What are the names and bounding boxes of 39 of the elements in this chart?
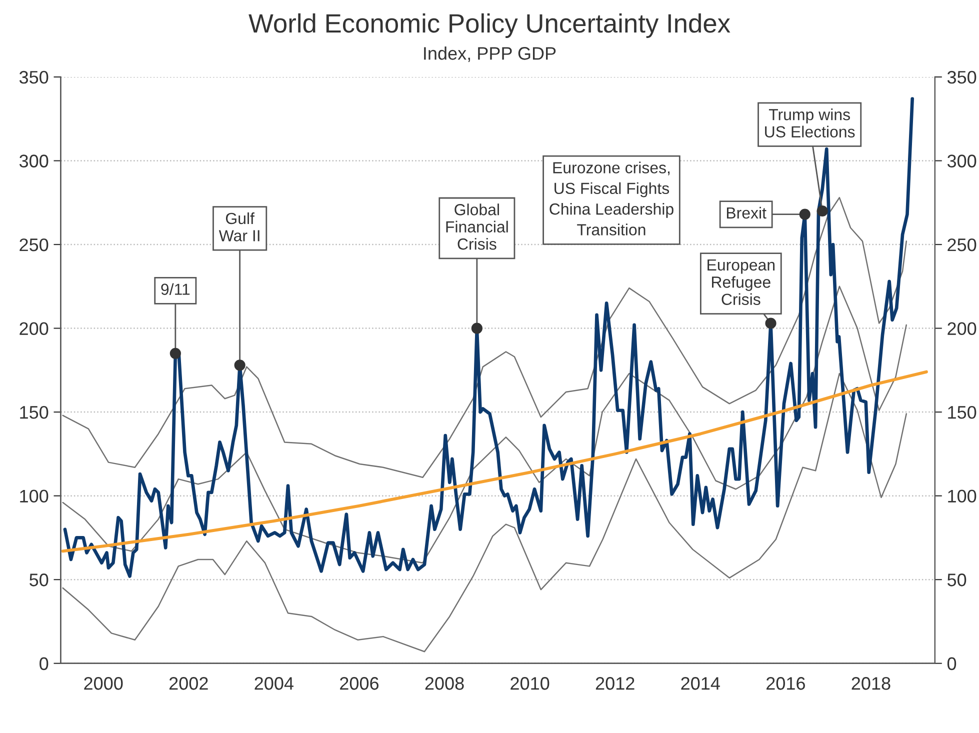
y2-tick-label: 150 [948,406,976,419]
annotation: Eurozone crises, US Fiscal Fights China Leadership Transition [550,162,674,236]
x-tick-label: 2018 [852,677,890,690]
y2-tick-label: 350 [947,70,976,84]
y-tick-label: 100 [20,490,48,503]
annotation: Global Financial Crisis [446,204,508,250]
annotation: Gulf War II [218,212,260,242]
annotation: European Refugee Crisis [708,259,775,306]
chart-subtitle: Index, PPP GDP [424,46,556,62]
x-tick-label: 2010 [510,677,550,690]
y-tick-label: 0 [40,657,48,670]
annotation: 9/11 [161,283,190,295]
y2-tick-label: 50 [947,574,966,586]
y-tick-label: 50 [30,574,48,586]
x-tick-label: 2008 [425,677,464,690]
y-tick-label: 200 [20,322,48,335]
x-tick-label: 2014 [681,677,720,690]
y-tick-label: 250 [20,238,48,252]
y2-tick-label: 100 [948,490,976,503]
y-tick-label: 150 [20,406,48,419]
y-tick-label: 300 [19,154,48,168]
x-tick-label: 2000 [84,677,123,690]
x-tick-label: 2016 [766,677,805,690]
y2-tick-label: 250 [948,238,976,252]
line-series [63,97,914,578]
y2-tick-label: 0 [947,657,956,670]
line-series [62,196,907,478]
y2-tick-label: 300 [947,154,976,168]
y2-tick-label: 200 [948,322,976,335]
x-tick-label: 2004 [254,677,294,690]
annotation: Brexit [726,206,766,219]
chart-title: World Economic Policy Uncertainty Index [248,13,730,38]
annotation: Trump wins US Elections [765,108,855,138]
x-tick-label: 2012 [596,677,634,690]
line-series [62,372,907,652]
line-series [61,370,928,553]
x-tick-label: 2002 [169,677,208,690]
x-tick-label: 2006 [340,677,379,690]
y-tick-label: 350 [19,70,48,84]
